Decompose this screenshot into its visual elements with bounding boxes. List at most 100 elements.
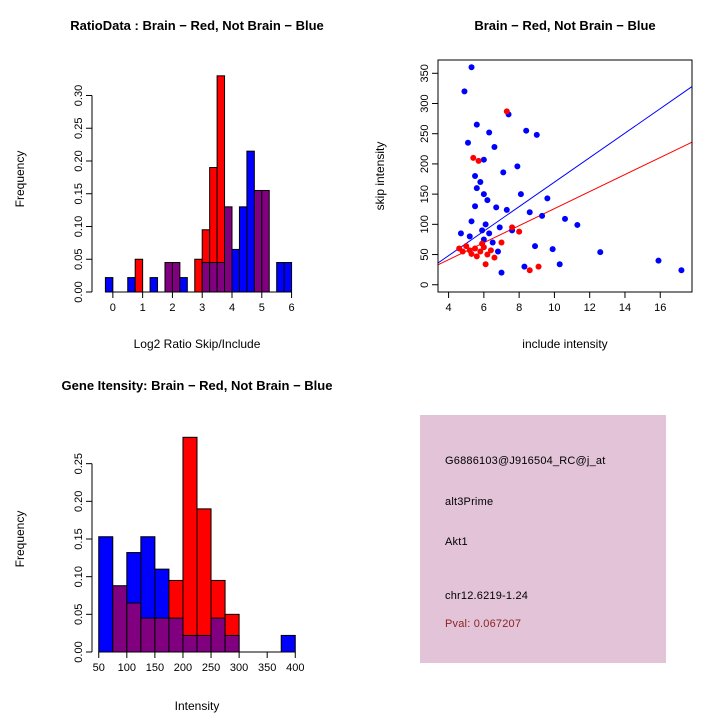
data-point-blue bbox=[489, 239, 496, 246]
x-axis-label: include intensity bbox=[522, 337, 607, 351]
x-tick-label: 6 bbox=[481, 302, 487, 314]
data-point-red bbox=[482, 261, 489, 268]
histogram-bar-purple bbox=[224, 634, 240, 653]
y-tick-label: 150 bbox=[419, 185, 431, 203]
points-not-brain-blue bbox=[457, 64, 685, 276]
histogram-bars bbox=[104, 75, 293, 293]
intensity-scatter-chart: Brain − Red, Not Brain − Blue 4 6 8 10 12 14 16… bbox=[373, 18, 693, 351]
histogram-bar-purple bbox=[164, 262, 173, 293]
x-tick-label: 2 bbox=[169, 302, 175, 314]
histogram-bar-purple bbox=[171, 262, 181, 293]
data-point-blue bbox=[491, 144, 498, 150]
y-tick-label: 0.00 bbox=[73, 641, 85, 662]
data-point-blue bbox=[473, 121, 480, 128]
histogram-bar-purple bbox=[196, 634, 212, 653]
x-tick-label: 200 bbox=[174, 662, 192, 674]
y-tick-label: 0.10 bbox=[73, 566, 85, 587]
plot-box bbox=[437, 59, 693, 293]
data-point-blue bbox=[479, 227, 486, 234]
data-point-blue bbox=[473, 185, 480, 192]
data-point-red bbox=[475, 157, 482, 164]
histogram-bar-purple bbox=[168, 617, 184, 653]
data-point-red bbox=[535, 263, 542, 270]
data-point-blue bbox=[544, 195, 551, 202]
y-tick-label: 0.05 bbox=[73, 249, 85, 270]
histogram-bar-purple bbox=[209, 262, 218, 293]
histogram-bars bbox=[98, 436, 296, 653]
y-tick-label: 0.15 bbox=[73, 183, 85, 204]
data-point-blue bbox=[468, 218, 475, 225]
data-point-red bbox=[526, 267, 533, 274]
gene-info-box: G6886103@J916504_RC@j_at alt3Prime Akt1 … bbox=[420, 415, 666, 663]
x-tick-label: 300 bbox=[230, 662, 248, 674]
data-point-blue bbox=[523, 127, 530, 134]
y-tick-label: 0.10 bbox=[73, 216, 85, 237]
data-point-red bbox=[503, 108, 510, 115]
data-point-blue bbox=[480, 156, 487, 163]
probe-id-text: G6886103@J916504_RC@j_at bbox=[445, 455, 606, 467]
histogram-bar-red bbox=[216, 75, 226, 293]
histogram-bar-blue bbox=[149, 277, 159, 293]
histogram-bar-purple bbox=[126, 602, 142, 653]
histogram-bar-purple bbox=[140, 617, 156, 653]
data-point-blue bbox=[655, 257, 662, 264]
data-point-blue bbox=[496, 224, 503, 231]
y-tick-label: 0.20 bbox=[73, 150, 85, 171]
splice-type-text: alt3Prime bbox=[445, 496, 494, 508]
x-tick-label: 4 bbox=[446, 302, 452, 314]
x-tick-label: 350 bbox=[258, 662, 276, 674]
data-point-blue bbox=[597, 249, 604, 256]
x-tick-label: 4 bbox=[229, 302, 235, 314]
x-tick-label: 10 bbox=[548, 302, 560, 314]
data-point-blue bbox=[468, 64, 475, 71]
panel-ratio-histogram: RatioData : Brain − Red, Not Brain − Blu… bbox=[0, 0, 360, 360]
x-tick-label: 400 bbox=[286, 662, 304, 674]
y-axis-label: Frequency bbox=[13, 511, 27, 568]
histogram-bar-purple bbox=[154, 617, 170, 653]
data-point-red bbox=[468, 250, 475, 257]
histogram-bar-purple bbox=[210, 617, 226, 653]
histogram-bar-purple bbox=[224, 206, 233, 293]
histogram-bar-blue bbox=[179, 277, 188, 293]
data-point-blue bbox=[461, 88, 468, 95]
panel-gene-info: G6886103@J916504_RC@j_at alt3Prime Akt1 … bbox=[360, 360, 720, 720]
blue-regression-line bbox=[437, 86, 693, 264]
x-tick-label: 0 bbox=[110, 302, 116, 314]
data-point-blue bbox=[482, 221, 489, 228]
x-tick-label: 150 bbox=[146, 662, 164, 674]
data-point-red bbox=[473, 253, 480, 260]
x-tick-label: 6 bbox=[289, 302, 295, 314]
data-point-red bbox=[498, 239, 505, 246]
histogram-bar-red bbox=[182, 436, 198, 653]
data-point-red bbox=[491, 254, 498, 261]
axes bbox=[86, 463, 296, 658]
data-point-red bbox=[470, 154, 477, 161]
histogram-bar-blue bbox=[280, 634, 296, 653]
x-tick-label: 14 bbox=[619, 302, 631, 314]
axes bbox=[86, 94, 293, 298]
data-point-red bbox=[480, 244, 487, 251]
data-point-blue bbox=[466, 233, 473, 240]
data-point-blue bbox=[472, 203, 479, 210]
x-tick-label: 250 bbox=[202, 662, 220, 674]
data-point-blue bbox=[498, 269, 505, 276]
y-tick-label: 0.05 bbox=[73, 604, 85, 625]
data-point-blue bbox=[477, 179, 484, 186]
histogram-bar-red bbox=[194, 258, 203, 293]
histogram-bar-blue bbox=[238, 206, 248, 293]
data-point-red bbox=[487, 247, 494, 254]
location-text: chr12.6219-1.24 bbox=[445, 590, 529, 602]
panel-gene-intensity-histogram: Gene Itensity: Brain − Red, Not Brain − … bbox=[0, 360, 360, 720]
x-tick-label: 3 bbox=[199, 302, 205, 314]
y-axis-label: skip intensity bbox=[373, 142, 387, 211]
y-tick-label: 350 bbox=[419, 64, 431, 82]
data-point-red bbox=[463, 243, 470, 250]
axes bbox=[432, 59, 693, 298]
histogram-bar-purple bbox=[216, 262, 226, 293]
x-tick-label: 100 bbox=[118, 662, 136, 674]
y-tick-label: 250 bbox=[419, 125, 431, 143]
histogram-bar-blue bbox=[246, 150, 255, 293]
x-tick-label: 5 bbox=[259, 302, 265, 314]
y-tick-label: 0.15 bbox=[73, 528, 85, 549]
x-tick-label: 12 bbox=[584, 302, 596, 314]
